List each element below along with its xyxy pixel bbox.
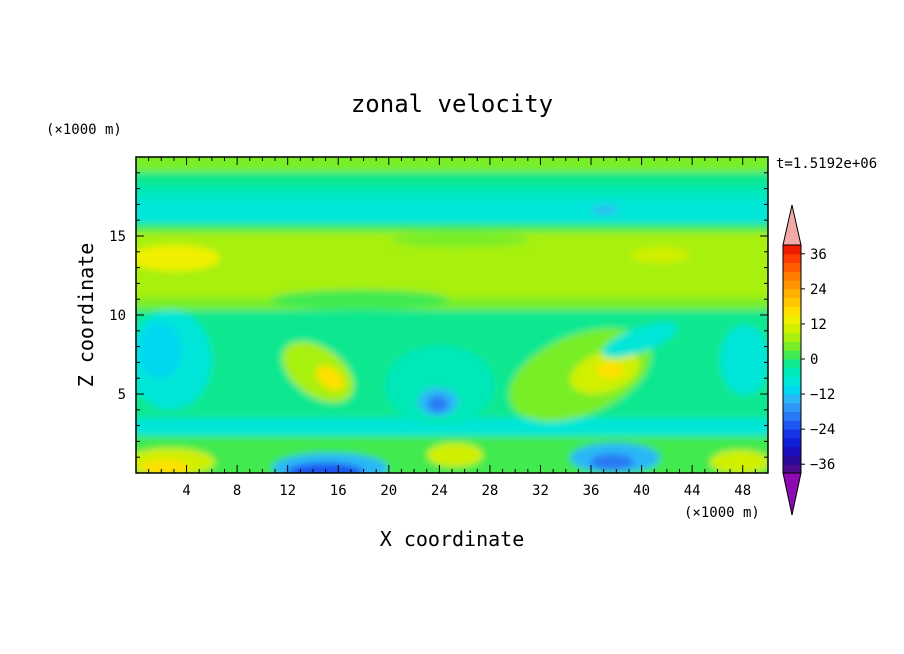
colorbar-tick-label: −24 xyxy=(810,422,835,438)
colorbar-swatch xyxy=(783,455,801,465)
colorbar-swatch xyxy=(783,420,801,430)
colorbar-swatch xyxy=(783,262,801,272)
field-feature xyxy=(140,460,190,473)
colorbar-swatch xyxy=(783,411,801,421)
colorbar-swatch xyxy=(783,245,801,255)
field-feature xyxy=(428,396,448,412)
time-label: t=1.5192e+06 xyxy=(776,156,877,172)
y-tick-label: 10 xyxy=(109,308,126,324)
colorbar-swatch xyxy=(783,271,801,281)
colorbar-swatch xyxy=(783,394,801,404)
y-tick-label: 5 xyxy=(118,387,126,403)
chart-title: zonal velocity xyxy=(351,90,553,118)
x-tick-label: 20 xyxy=(380,483,397,499)
x-tick-label: 28 xyxy=(481,483,498,499)
colorbar-swatch xyxy=(783,315,801,325)
y-tick-label: 15 xyxy=(109,229,126,245)
field-feature xyxy=(710,450,768,473)
colorbar-under-arrow xyxy=(782,472,802,516)
field-feature xyxy=(590,454,634,470)
field-feature xyxy=(427,443,483,467)
colorbar-swatch xyxy=(783,332,801,342)
y-axis: 5 10 15 xyxy=(109,172,768,458)
colorbar-swatch xyxy=(783,376,801,386)
field-feature xyxy=(136,245,220,271)
colorbar-swatch xyxy=(783,359,801,369)
field-band xyxy=(136,418,768,436)
colorbar-tick-label: −12 xyxy=(810,387,835,403)
x-tick-label: 8 xyxy=(233,483,241,499)
field-band xyxy=(136,224,768,232)
colorbar-swatch xyxy=(783,288,801,299)
x-tick-label: 4 xyxy=(182,483,190,499)
colorbar-tick-label: −36 xyxy=(810,457,835,473)
field-feature xyxy=(602,322,678,358)
x-tick-label: 36 xyxy=(583,483,600,499)
field-feature xyxy=(385,345,495,425)
colorbar-tick-label: 12 xyxy=(810,317,827,333)
field-feature xyxy=(315,365,345,391)
x-axis: 4 8 12 16 20 24 28 32 36 40 44 48 xyxy=(148,157,756,499)
colorbar-over-arrow xyxy=(782,204,802,246)
x-unit-label: (×1000 m) xyxy=(684,505,760,521)
colorbar-swatch xyxy=(783,429,801,439)
field-feature xyxy=(287,463,363,473)
colorbar-swatch xyxy=(783,280,801,290)
colorbar-swatch xyxy=(783,306,801,316)
field-band xyxy=(136,172,768,186)
velocity-field xyxy=(136,157,768,473)
plot-area xyxy=(136,157,768,473)
colorbar-swatch xyxy=(783,385,801,395)
field-band xyxy=(136,186,768,198)
colorbar-swatch xyxy=(783,437,801,448)
field-band xyxy=(136,157,768,172)
z-unit-label: (×1000 m) xyxy=(46,122,122,138)
field-feature xyxy=(390,233,530,247)
field-feature xyxy=(630,247,690,263)
colorbar-swatch xyxy=(783,367,801,378)
colorbar-swatch xyxy=(783,341,801,351)
field-feature xyxy=(720,325,768,395)
field-feature xyxy=(591,206,619,214)
x-tick-label: 32 xyxy=(532,483,549,499)
colorbar-swatch xyxy=(783,402,801,413)
colorbar-swatch xyxy=(783,253,801,264)
colorbar-swatch xyxy=(783,323,801,334)
x-tick-label: 44 xyxy=(684,483,701,499)
field-feature xyxy=(138,322,182,378)
colorbar-swatch xyxy=(783,350,801,360)
x-tick-label: 12 xyxy=(279,483,296,499)
y-axis-title: Z coordinate xyxy=(74,243,98,388)
field-feature xyxy=(596,362,624,378)
colorbar-swatch xyxy=(783,297,801,307)
field-feature xyxy=(270,290,450,310)
colorbar-tick-label: 0 xyxy=(810,352,818,368)
x-tick-label: 16 xyxy=(330,483,347,499)
colorbar-swatch xyxy=(783,464,801,474)
x-tick-label: 40 xyxy=(633,483,650,499)
colorbar-tick-label: 36 xyxy=(810,247,827,263)
field-band xyxy=(136,198,768,224)
field-band xyxy=(136,298,768,310)
colorbar-tick-label: 24 xyxy=(810,282,827,298)
colorbar-swatch xyxy=(783,446,801,456)
colorbar: 36 24 12 0 −12 −24 −36 xyxy=(782,204,835,516)
x-axis-title: X coordinate xyxy=(380,527,525,551)
x-tick-label: 24 xyxy=(431,483,448,499)
x-tick-label: 48 xyxy=(734,483,751,499)
